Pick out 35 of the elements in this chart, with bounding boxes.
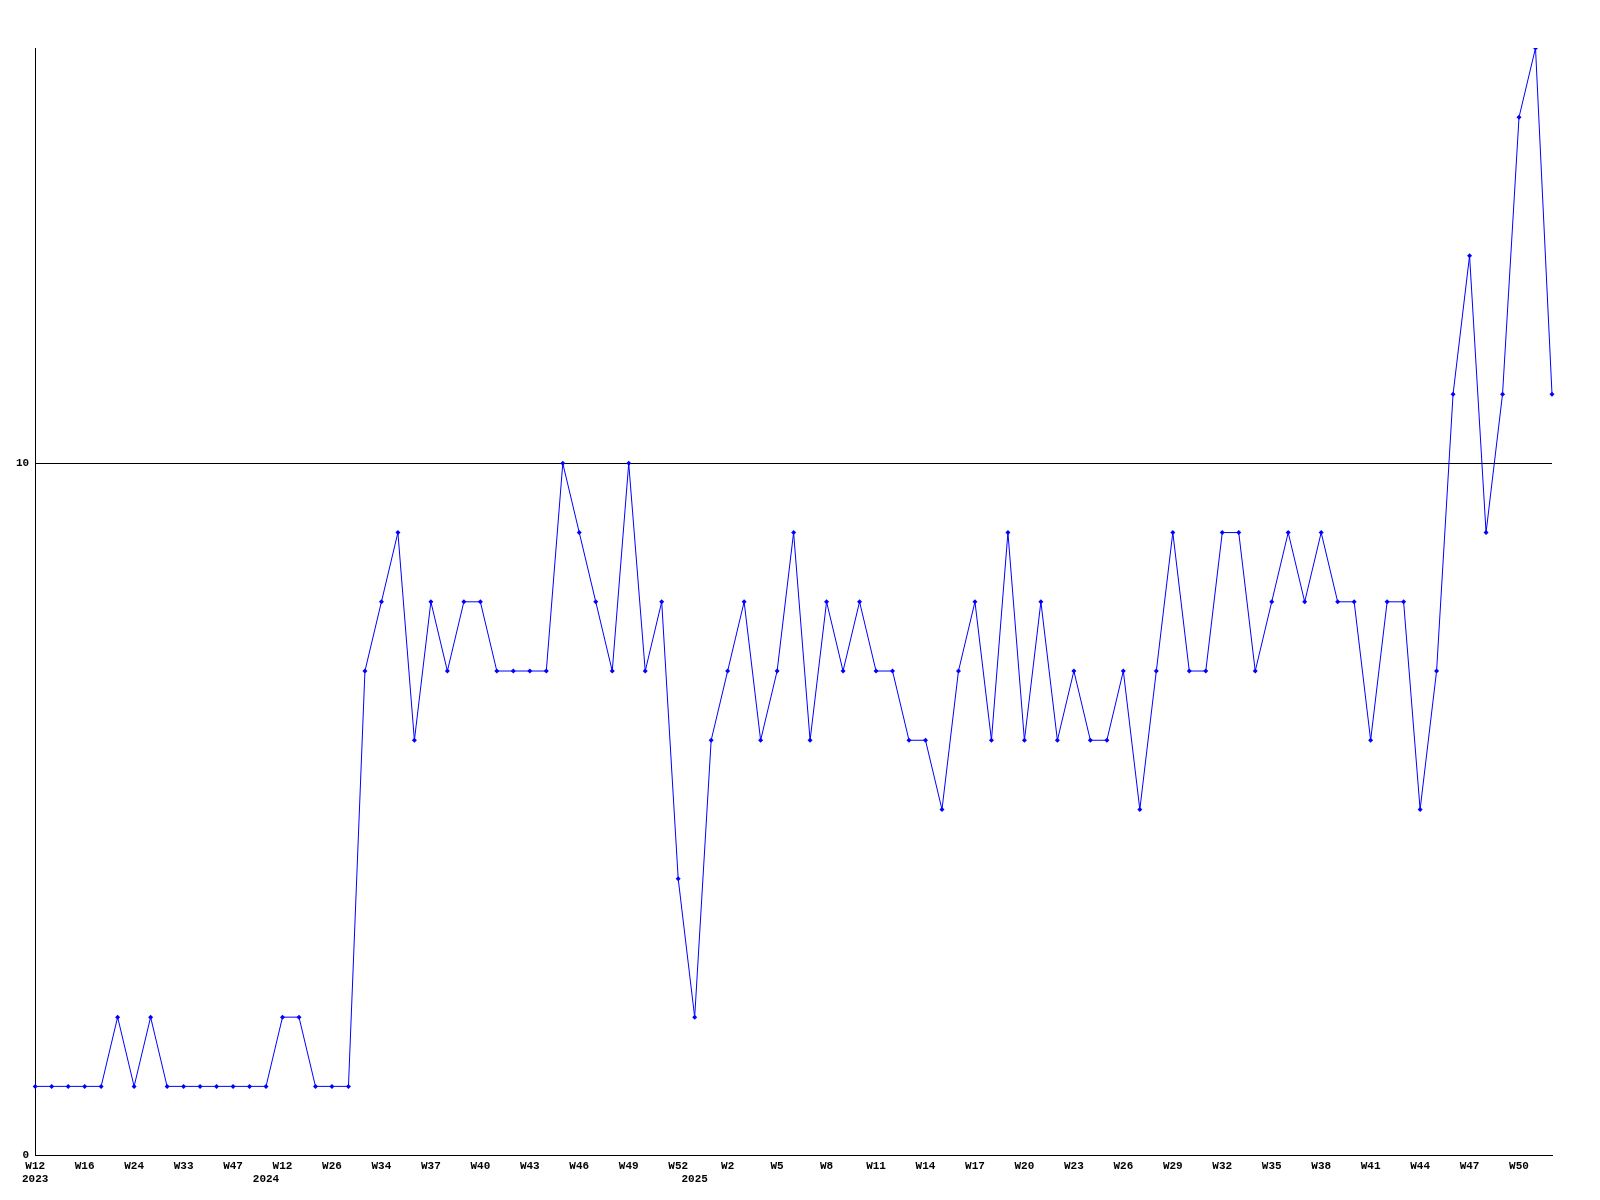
x-tick-label: W8 (819, 1159, 834, 1172)
x-tick-label: W23 (1063, 1159, 1085, 1172)
x-tick-label: W40 (470, 1159, 491, 1172)
x-tick-label: W17 (965, 1159, 985, 1172)
x-tick-label: W5 (770, 1159, 785, 1172)
x-tick-label: W33 (173, 1159, 194, 1172)
x-tick-label: W12 (272, 1159, 293, 1172)
x-tick-label: 2025 (681, 1173, 709, 1186)
x-tick-label: W12 2023 (22, 1159, 49, 1186)
x-tick-label: W44 (1410, 1159, 1431, 1172)
x-tick-label: W14 (915, 1159, 936, 1172)
x-tick-label: W24 (124, 1159, 145, 1172)
x-tick-label: W38 (1311, 1159, 1332, 1172)
x-tick-label: W20 (1014, 1159, 1035, 1172)
x-tick-label: W43 (519, 1159, 541, 1172)
x-tick-label: W49 (618, 1159, 639, 1172)
x-tick-label: W16 (74, 1159, 95, 1172)
x-tick-label: W26 (322, 1159, 342, 1172)
x-tick-label: W52 (668, 1159, 689, 1172)
x-tick-label: W29 (1162, 1159, 1183, 1172)
x-tick-label: W2 (721, 1159, 735, 1172)
x-tick-label: W47 (223, 1159, 243, 1172)
x-tick-label: W46 (569, 1159, 590, 1172)
x-tick-label: W47 (1459, 1159, 1480, 1172)
x-tick-label: W50 (1509, 1159, 1529, 1172)
x-tick-label: 2024 (252, 1173, 280, 1186)
x-tick-label: W34 (371, 1159, 392, 1172)
y-tick-label: 0 (22, 1149, 30, 1162)
x-tick-label: W26 (1113, 1159, 1134, 1172)
y-tick-label: 10 (16, 457, 30, 470)
x-tick-label: W37 (420, 1159, 441, 1172)
x-tick-label: W35 (1261, 1159, 1283, 1172)
x-tick-label: W11 (866, 1159, 887, 1172)
x-tick-label: W41 (1360, 1159, 1381, 1172)
x-tick-label: W32 (1212, 1159, 1233, 1172)
